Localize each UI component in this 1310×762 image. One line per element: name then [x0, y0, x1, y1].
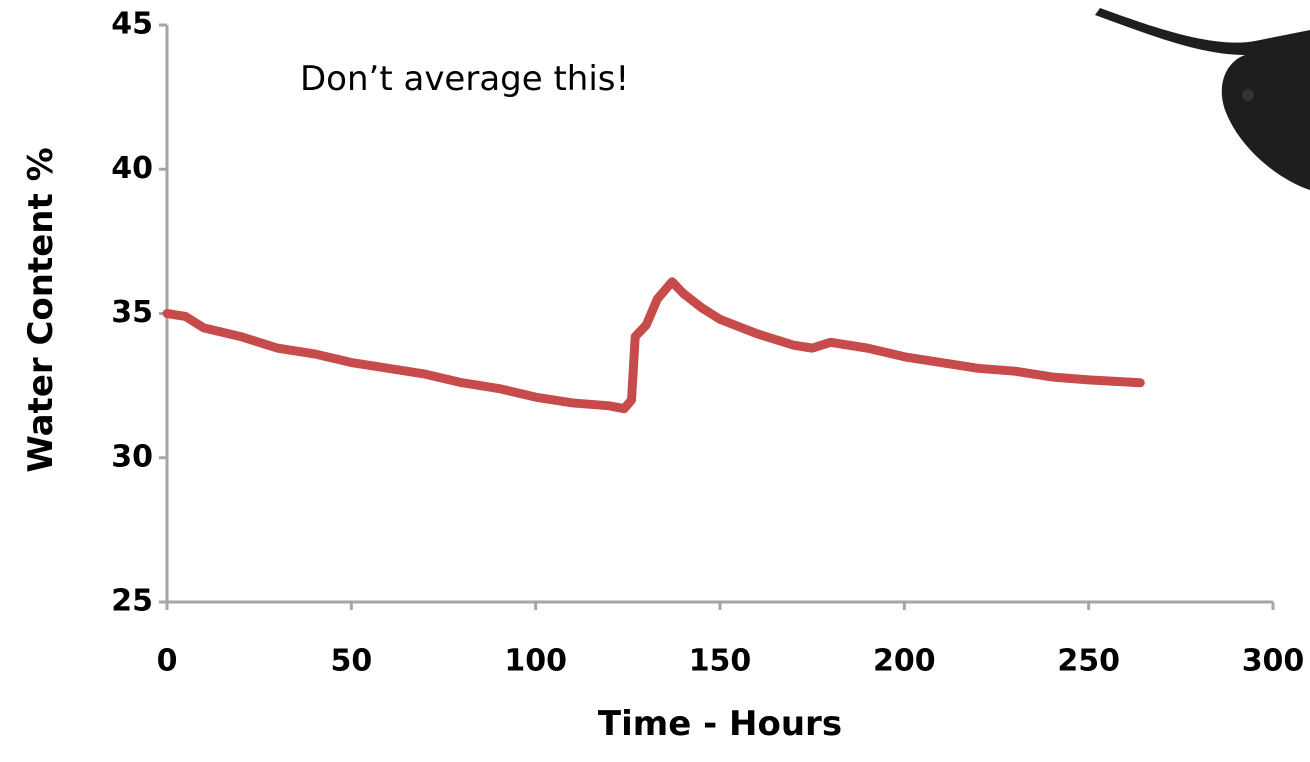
sensor-image	[1095, 8, 1310, 190]
x-tick-label: 100	[504, 644, 567, 679]
y-tick-label: 30	[111, 439, 153, 474]
y-axis-title: Water Content %	[21, 147, 61, 472]
data-line	[162, 277, 1145, 414]
x-tick-label: 0	[157, 644, 178, 679]
x-axis-title: Time - Hours	[598, 704, 842, 744]
annotation: Don’t average this!	[300, 59, 629, 99]
x-tick-label: 250	[1057, 644, 1120, 679]
y-tick-label: 25	[111, 584, 153, 619]
x-tick-label: 200	[873, 644, 936, 679]
x-tick-label: 150	[689, 644, 752, 679]
x-tick-label: 300	[1242, 644, 1305, 679]
y-tick-label: 45	[111, 7, 153, 42]
y-tick-label: 35	[111, 295, 153, 330]
x-tick-label: 50	[330, 644, 372, 679]
y-tick-label: 40	[111, 151, 153, 186]
